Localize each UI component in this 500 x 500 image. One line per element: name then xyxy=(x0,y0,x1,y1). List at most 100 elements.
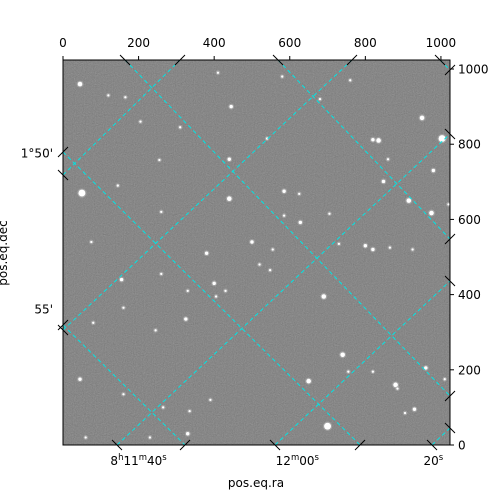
frame-tick-mark xyxy=(57,324,69,336)
star-point xyxy=(224,289,227,292)
image-area xyxy=(63,60,450,445)
ra-tick-label: 8h11m40s xyxy=(110,453,167,468)
frame-tick-mark xyxy=(346,54,358,66)
top-pixel-axis: 0 200 400 600 800 1000 xyxy=(59,36,456,60)
image-noise-texture xyxy=(63,60,450,445)
star-point xyxy=(371,137,375,142)
star-point xyxy=(371,247,375,252)
grid-line xyxy=(274,280,450,445)
frame-tick-mark xyxy=(426,439,438,451)
star-point xyxy=(371,370,375,373)
star-point xyxy=(258,263,261,266)
top-tick-label: 0 xyxy=(59,36,67,50)
star-point xyxy=(107,94,110,97)
frame-tick-mark xyxy=(434,54,446,66)
star-point xyxy=(419,115,425,121)
frame-tick-mark xyxy=(444,233,456,245)
star-point xyxy=(443,378,446,381)
star-point xyxy=(229,104,233,109)
frame-tick-mark xyxy=(179,439,191,451)
star-point xyxy=(160,272,163,276)
star-point xyxy=(78,189,86,197)
grid-line xyxy=(116,133,450,445)
star-point xyxy=(431,168,436,173)
star-point xyxy=(282,189,286,193)
star-point xyxy=(148,436,152,439)
frame-tick-mark xyxy=(111,439,123,451)
star-point xyxy=(116,184,119,187)
star-point xyxy=(184,317,188,321)
star-point xyxy=(396,387,399,390)
star-point xyxy=(186,289,189,292)
star-point xyxy=(227,157,232,161)
frame-grid-ticks xyxy=(57,54,456,451)
star-point xyxy=(214,295,218,298)
top-tick-label: 1000 xyxy=(426,36,457,50)
frame-tick-mark xyxy=(444,390,456,402)
star-point xyxy=(447,203,450,206)
star-point xyxy=(324,422,332,430)
star-point xyxy=(438,135,446,143)
star-point xyxy=(411,248,414,251)
star-point xyxy=(424,366,428,370)
star-point xyxy=(363,244,368,248)
dec-tick-label: 55' xyxy=(34,302,53,316)
star-point xyxy=(349,79,352,82)
star-point xyxy=(158,158,161,162)
star-point xyxy=(306,378,311,384)
star-point xyxy=(124,96,127,99)
right-pixel-axis: 0 200 400 600 800 1000 xyxy=(450,63,489,453)
star-point xyxy=(162,406,165,409)
star-point xyxy=(216,71,220,74)
frame-tick-mark xyxy=(174,54,186,66)
star-point xyxy=(429,210,434,216)
right-tick-label: 400 xyxy=(458,288,481,302)
star-point xyxy=(119,277,124,282)
top-tick-label: 600 xyxy=(278,36,301,50)
star-point xyxy=(204,251,209,255)
star-point xyxy=(298,220,303,225)
frame-tick-mark xyxy=(57,169,69,181)
grid-line xyxy=(277,60,450,240)
star-point xyxy=(77,81,83,87)
star-point xyxy=(185,431,190,436)
star-point xyxy=(386,158,390,161)
star-field xyxy=(76,70,450,440)
grid-line xyxy=(63,324,186,445)
top-tick-label: 200 xyxy=(127,36,150,50)
frame-tick-mark xyxy=(119,54,131,66)
star-point xyxy=(154,329,157,332)
star-point xyxy=(265,137,269,140)
star-point xyxy=(281,75,284,78)
top-tick-label: 800 xyxy=(354,36,377,50)
star-point xyxy=(340,352,345,358)
star-point xyxy=(298,192,301,195)
star-point xyxy=(337,242,341,246)
star-point xyxy=(209,398,212,402)
star-point xyxy=(388,246,392,249)
star-point xyxy=(347,370,350,373)
y-axis-label: pos.eq.dec xyxy=(0,220,10,285)
star-point xyxy=(160,210,163,214)
frame-tick-mark xyxy=(269,439,281,451)
star-point xyxy=(250,240,254,244)
right-tick-label: 0 xyxy=(458,439,466,453)
star-point xyxy=(212,281,216,286)
star-point xyxy=(376,138,381,143)
ra-tick-label: 12m00s xyxy=(276,453,320,468)
celestial-grid xyxy=(63,60,450,445)
star-point xyxy=(412,407,417,412)
star-point xyxy=(78,377,82,381)
right-tick-label: 1000 xyxy=(458,63,489,77)
right-tick-label: 600 xyxy=(458,213,481,227)
ra-tick-label: 20s xyxy=(424,453,444,468)
star-point xyxy=(226,196,232,202)
left-dec-axis: 1°50' 55' xyxy=(21,147,53,317)
star-point xyxy=(318,97,322,101)
star-point xyxy=(381,179,386,184)
star-point xyxy=(321,294,327,299)
star-point xyxy=(122,393,125,396)
star-point xyxy=(328,212,331,215)
x-axis-label: pos.eq.ra xyxy=(228,476,284,490)
star-point xyxy=(271,248,274,251)
